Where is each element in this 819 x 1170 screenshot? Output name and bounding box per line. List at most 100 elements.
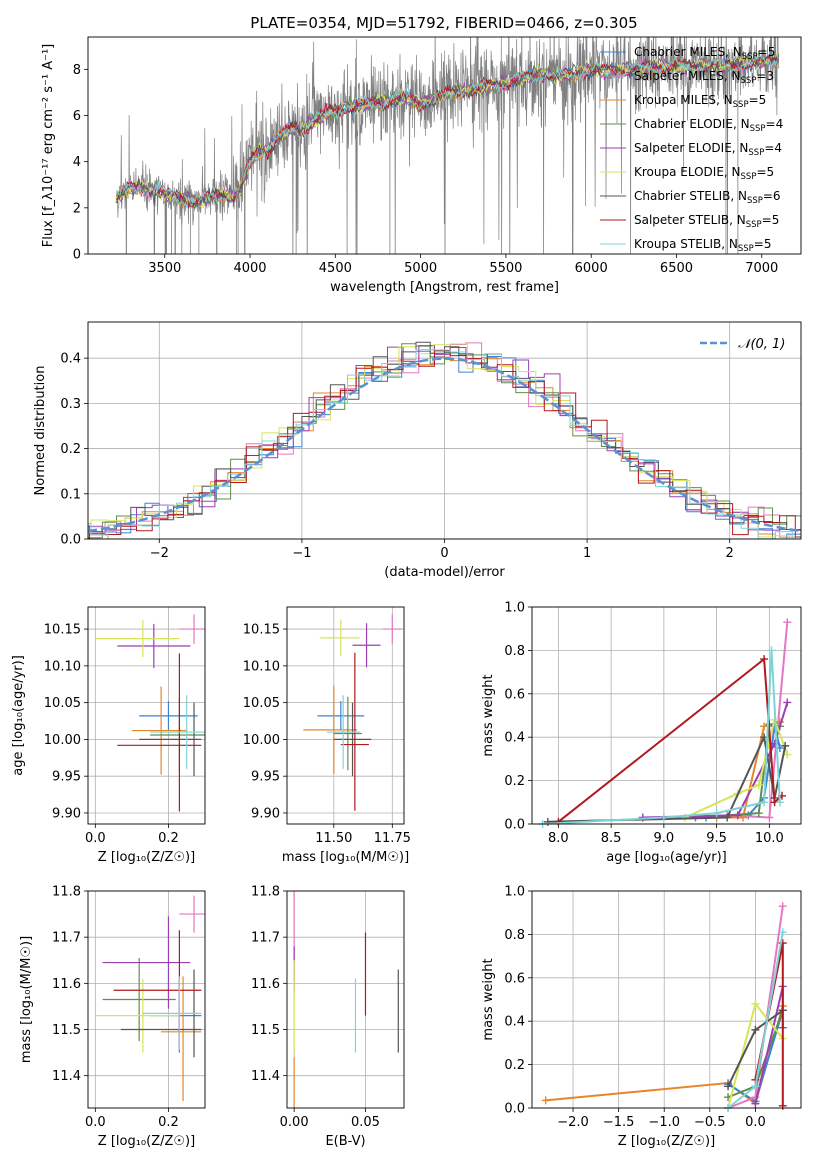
x-tick-label: −2.0 <box>557 1115 589 1130</box>
x-tick-label: −1.5 <box>603 1115 635 1130</box>
y-tick-label: 10.00 <box>243 733 280 748</box>
weight-marker <box>778 1101 787 1110</box>
weight-marker <box>778 902 787 911</box>
y-tick-label: 11.8 <box>52 885 81 900</box>
weight-marker <box>754 780 763 789</box>
y-tick-label: 6 <box>73 109 81 124</box>
y-tick-label: 9.90 <box>251 806 280 821</box>
weight-marker <box>751 999 760 1008</box>
axes-frame <box>286 606 405 825</box>
weight-marker <box>751 1099 760 1108</box>
x-tick-label: 3500 <box>148 261 181 276</box>
weight-marker <box>723 813 732 822</box>
age-vs-mass-panel: 11.50 11.75 9.90 9.95 10.00 10.05 10.10 10.15 ma… <box>243 606 411 865</box>
y-tick-label: 10.00 <box>44 733 81 748</box>
y-axis-label: age [log₁₀(age/yr)] <box>11 655 26 776</box>
x-axis-label: Z [log₁₀(Z/Z☉)] <box>618 1134 715 1149</box>
x-tick-label: 9.0 <box>654 831 675 846</box>
weight-marker <box>760 655 769 664</box>
x-tick-label: 0.2 <box>158 1115 179 1130</box>
residual-histogram <box>88 349 801 539</box>
y-tick-label: 1.0 <box>504 885 525 900</box>
y-tick-label: 0.6 <box>504 687 525 702</box>
y-tick-label: 1.0 <box>504 601 525 616</box>
x-tick-label: 8.5 <box>601 831 622 846</box>
legend-entry: Salpeter ELODIE, NSSP=4 <box>634 141 782 158</box>
y-tick-label: 9.90 <box>52 806 81 821</box>
x-tick-label: 2 <box>726 546 734 561</box>
x-tick-label: 0.0 <box>745 1115 766 1130</box>
y-tick-label: 10.05 <box>44 696 81 711</box>
y-tick-label: 8 <box>73 63 81 78</box>
y-tick-label: 11.4 <box>251 1069 280 1084</box>
weight-marker <box>767 646 776 655</box>
x-tick-label: 9.5 <box>706 831 727 846</box>
weight-marker <box>754 809 763 818</box>
axes-frame <box>87 321 802 540</box>
y-tick-label: 0.0 <box>504 818 525 833</box>
x-tick-label: 5500 <box>489 261 522 276</box>
y-axis-label: mass [log₁₀(M/M☉)] <box>19 936 34 1063</box>
axes-frame <box>87 890 206 1109</box>
x-tick-label: −2 <box>150 546 169 561</box>
y-tick-label: 11.6 <box>52 977 81 992</box>
x-tick-label: 0.0 <box>85 831 106 846</box>
x-axis-label: age [log₁₀(age/yr)] <box>606 850 727 865</box>
mass-vs-ebv-panel: 0.00 0.05 11.4 11.5 11.6 11.7 11.8 E(B-V) <box>251 885 405 1149</box>
y-tick-label: 0.0 <box>60 533 81 548</box>
axes-frame <box>87 36 802 255</box>
legend-entry: Kroupa STELIB, NSSP=5 <box>634 237 772 254</box>
weight-marker <box>778 928 787 937</box>
x-axis-label: wavelength [Angstrom, rest frame] <box>330 280 559 295</box>
weight-line <box>642 702 789 819</box>
x-tick-label: 4000 <box>233 261 266 276</box>
x-tick-label: 10.0 <box>755 831 784 846</box>
y-tick-label: 10.10 <box>44 659 81 674</box>
legend-entry: Chabrier ELODIE, NSSP=4 <box>634 117 783 134</box>
axes-frame <box>87 606 206 825</box>
y-tick-label: 4 <box>73 155 81 170</box>
weight-marker <box>775 798 784 807</box>
y-tick-label: 0.4 <box>504 731 525 746</box>
weight-line <box>557 657 783 823</box>
x-tick-label: 1 <box>583 546 591 561</box>
mass-vs-z-panel: 0.0 0.2 11.4 11.5 11.6 11.7 11.8 Z [log₁₀(Z/Z☉)… <box>19 885 206 1149</box>
y-axis-label: mass weight <box>481 958 496 1040</box>
age-vs-z-panel: 0.0 0.2 9.90 9.95 10.00 10.05 10.10 10.15 Z [log… <box>11 606 206 865</box>
residuals-panel: −2 −1 0 1 2 0.0 0.1 0.2 0.3 0.4 (data-model)/error… <box>33 321 802 580</box>
legend-entry: Salpeter MILES, NSSP=3 <box>634 69 774 86</box>
x-tick-label: 0.00 <box>280 1115 309 1130</box>
y-tick-label: 11.8 <box>251 885 280 900</box>
y-tick-label: 11.7 <box>251 931 280 946</box>
axes-frame <box>531 606 802 825</box>
x-tick-label: −0.5 <box>694 1115 726 1130</box>
weight-marker <box>783 750 792 759</box>
x-tick-label: 6000 <box>575 261 608 276</box>
weight-line <box>542 650 781 824</box>
x-axis-label: (data-model)/error <box>384 565 505 580</box>
x-tick-label: 6500 <box>660 261 693 276</box>
weight-marker <box>781 741 790 750</box>
axes-frame <box>531 890 802 1109</box>
weight-marker <box>783 698 792 707</box>
x-axis-label: Z [log₁₀(Z/Z☉)] <box>98 850 195 865</box>
spectrum-model-line <box>115 52 779 207</box>
weight-marker <box>541 1096 550 1105</box>
x-axis-label: Z [log₁₀(Z/Z☉)] <box>98 1134 195 1149</box>
x-tick-label: 4500 <box>319 261 352 276</box>
spectrum-panel: 3500 4000 4500 5000 5500 6000 6500 7000 0 2 4 6 8 wav… <box>41 36 802 295</box>
y-tick-label: 0.3 <box>60 397 81 412</box>
weight-marker <box>659 813 668 822</box>
x-tick-label: 0.0 <box>85 1115 106 1130</box>
y-tick-label: 10.10 <box>243 659 280 674</box>
weight-marker <box>733 811 742 820</box>
weight-marker <box>783 618 792 627</box>
y-tick-label: 0.8 <box>504 644 525 659</box>
y-tick-label: 11.4 <box>52 1069 81 1084</box>
y-tick-label: 10.15 <box>44 623 81 638</box>
y-tick-label: 0.0 <box>504 1102 525 1117</box>
normal-pdf-curve <box>88 357 801 533</box>
residual-histogram <box>88 350 801 539</box>
axes-frame <box>286 890 405 1109</box>
x-tick-label: 0.05 <box>351 1115 380 1130</box>
